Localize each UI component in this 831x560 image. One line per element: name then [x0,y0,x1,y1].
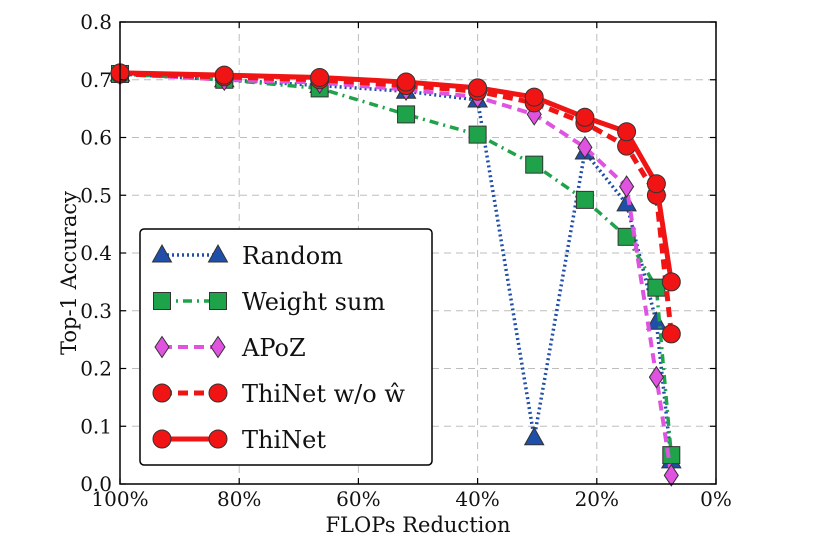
data-point [663,463,679,487]
data-point [661,324,681,344]
data-point [618,175,635,198]
y-tick-label: 0.3 [80,299,112,323]
data-point [646,174,666,194]
y-tick-label: 0.8 [80,10,112,34]
data-point [468,78,488,98]
legend-marker [152,383,172,403]
y-tick-label: 0.0 [80,472,112,496]
legend-marker [151,243,173,263]
y-axis-title: Top-1 Accuracy [57,191,81,355]
data-point [616,192,637,212]
legend-marker [210,335,226,359]
data-point [577,135,593,159]
series-line [119,72,674,456]
data-point [646,311,667,330]
x-tick-label: 40% [455,487,499,511]
legend-label: ThiNet w/o ŵ [242,380,405,408]
data-point [397,105,416,124]
legend-label: APoZ [241,334,306,362]
legend-marker [153,292,171,310]
legend-box [139,228,433,466]
y-tick-label: 0.7 [80,68,112,92]
x-tick-label: 0% [700,487,732,511]
series-layer [109,62,682,487]
data-point [523,426,545,446]
data-point [575,107,595,127]
x-tick-label: 20% [575,487,619,511]
legend-entry: Random [151,242,343,270]
legend: Random Weight sum APoZ ThiNet w/o ŵ ThiNet [139,228,433,466]
data-point [310,67,330,87]
data-point [661,272,681,292]
data-point [524,87,544,107]
legend-entry: APoZ [154,334,306,362]
data-point [468,125,487,144]
data-point [617,227,636,246]
x-tick-label: 60% [336,487,380,511]
legend-entry: Weight sum [153,288,385,316]
data-point [214,65,234,85]
x-axis-title: FLOPs Reduction [325,513,510,537]
data-point [396,72,416,92]
y-tick-label: 0.6 [80,126,112,150]
x-tick-label: 100% [91,487,148,511]
legend-label: ThiNet [242,426,326,454]
y-tick-label: 0.1 [80,414,112,438]
series-line [119,70,674,283]
legend-marker [154,335,170,359]
data-point [617,122,637,142]
y-tick-label: 0.2 [80,357,112,381]
legend-marker [152,429,172,449]
legend-label: Weight sum [242,288,385,316]
legend-entry: ThiNet [152,426,326,454]
data-point [648,365,665,389]
data-point [525,155,544,174]
legend-marker [209,292,227,310]
data-point [575,190,594,209]
legend-marker [207,243,229,263]
tick-layer: 100% 80% 60% 40% 20% 0% 0.0 0.1 0.2 0.3 0.4 0.5 0.6 0… [80,10,732,511]
legend-marker [208,429,228,449]
series-line [119,71,674,476]
y-tick-label: 0.4 [80,241,112,265]
legend-label: Random [242,242,343,270]
legend-marker [208,383,228,403]
y-tick-label: 0.5 [80,183,112,207]
x-tick-label: 80% [217,487,261,511]
series-thinet [110,63,681,292]
legend-entry: ThiNet w/o ŵ [152,380,405,408]
